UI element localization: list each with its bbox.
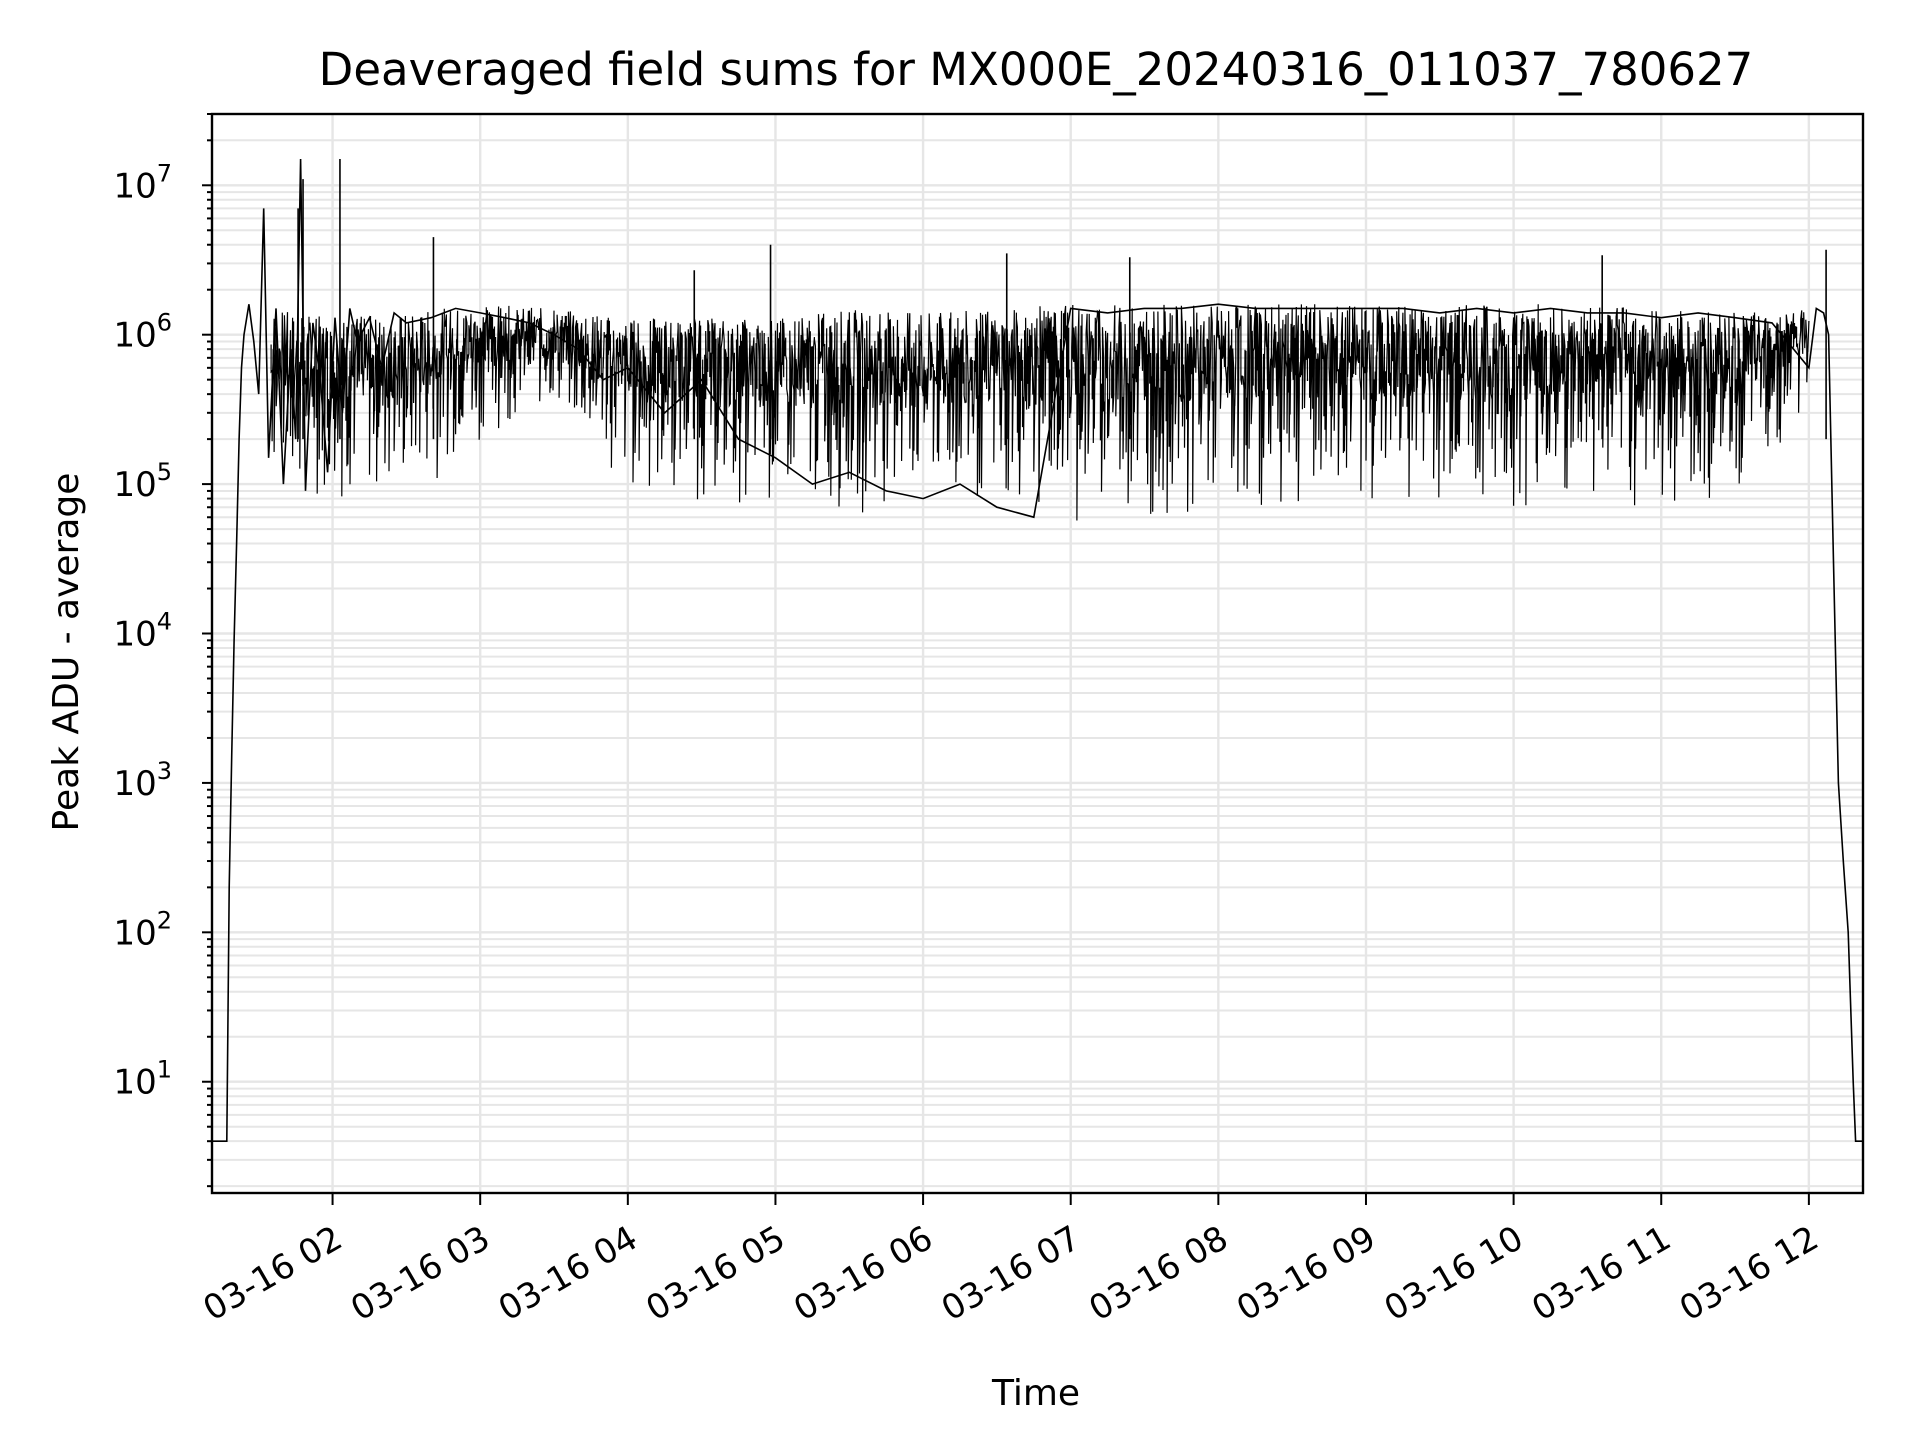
y-tick-exponent: 2 (157, 906, 172, 934)
y-tick-base: 10 (113, 316, 156, 356)
y-tick-base: 10 (113, 465, 156, 505)
y-tick-base: 10 (113, 166, 156, 206)
y-tick-label: 102 (113, 906, 172, 953)
y-tick-base: 10 (113, 764, 156, 804)
y-tick-exponent: 5 (157, 458, 172, 486)
series-noise-band (270, 304, 1810, 521)
y-axis-label: Peak ADU - average (46, 473, 87, 832)
y-tick-label: 103 (113, 757, 172, 804)
plot-frame (210, 112, 1865, 1195)
y-tick-label: 107 (113, 159, 172, 206)
y-tick-base: 10 (113, 615, 156, 655)
series-line (212, 158, 1863, 1142)
y-tick-base: 10 (113, 913, 156, 953)
y-tick-label: 106 (113, 309, 172, 356)
chart-title: Deaveraged field sums for MX000E_2024031… (319, 43, 1754, 96)
y-tick-base: 10 (113, 1063, 156, 1103)
y-tick-exponent: 1 (157, 1056, 172, 1084)
plot-area (212, 158, 1863, 1142)
y-tick-exponent: 4 (157, 608, 172, 636)
grid-lines (212, 113, 1863, 1193)
y-tick-label: 101 (113, 1056, 172, 1103)
y-tick-exponent: 3 (157, 757, 172, 785)
x-axis-label: Time (991, 1373, 1080, 1414)
y-tick-exponent: 7 (157, 159, 172, 187)
y-tick-exponent: 6 (157, 309, 172, 337)
y-tick-label: 104 (113, 608, 172, 655)
y-tick-label: 105 (113, 458, 172, 505)
